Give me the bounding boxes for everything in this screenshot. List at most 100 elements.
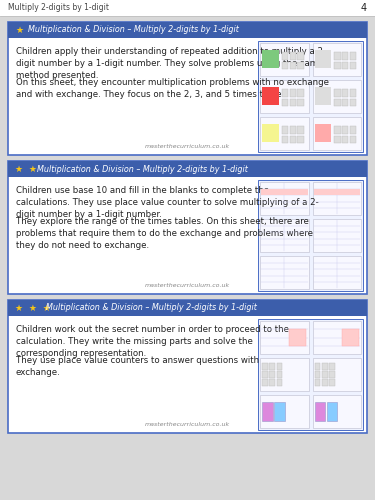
Bar <box>0 0 375 16</box>
Bar <box>262 50 279 68</box>
Bar <box>342 89 348 96</box>
Bar <box>262 371 268 378</box>
Text: Multiply 2-digits by 1-digit: Multiply 2-digits by 1-digit <box>8 4 109 13</box>
Bar <box>297 99 304 106</box>
Bar <box>322 363 328 370</box>
Bar <box>329 371 335 378</box>
Bar <box>334 136 340 143</box>
Bar <box>262 380 268 386</box>
Bar <box>258 41 363 152</box>
Bar <box>262 124 279 142</box>
Bar <box>276 371 282 378</box>
Text: ★  ★  ★: ★ ★ ★ <box>15 304 51 312</box>
Bar <box>342 126 348 134</box>
Bar <box>290 126 296 134</box>
Bar <box>258 319 363 430</box>
Bar <box>8 161 367 294</box>
Bar <box>282 99 288 106</box>
Bar <box>297 89 304 96</box>
Bar <box>269 371 275 378</box>
Bar <box>8 22 367 38</box>
Bar <box>312 256 361 289</box>
Text: On this sheet, they encounter multiplication problems with no exchange
and with : On this sheet, they encounter multiplica… <box>16 78 329 99</box>
Bar <box>315 124 332 142</box>
Text: Multiplication & Division – Multiply 2-digits by 1-digit: Multiplication & Division – Multiply 2-d… <box>28 26 239 35</box>
Bar <box>350 62 356 70</box>
Bar <box>342 329 358 346</box>
Bar <box>276 363 282 370</box>
Text: They explore the range of the times tables. On this sheet, there are
problems th: They explore the range of the times tabl… <box>16 218 313 250</box>
Bar <box>350 126 356 134</box>
Bar <box>260 256 309 289</box>
Text: Children use base 10 and fill in the blanks to complete the
calculations. They u: Children use base 10 and fill in the bla… <box>16 186 319 218</box>
Bar <box>290 89 296 96</box>
Text: ★  ★: ★ ★ <box>15 164 37 173</box>
Bar <box>327 402 337 421</box>
Bar <box>350 99 356 106</box>
Bar <box>297 126 304 134</box>
Bar <box>282 136 288 143</box>
Bar <box>315 380 320 386</box>
Bar <box>262 363 268 370</box>
Text: masterthecurriculum.co.uk: masterthecurriculum.co.uk <box>145 422 230 427</box>
Bar <box>334 89 340 96</box>
Text: They use place value counters to answer questions with
exchange.: They use place value counters to answer … <box>16 356 259 377</box>
Bar <box>315 371 320 378</box>
Bar <box>290 52 296 60</box>
Bar <box>334 126 340 134</box>
Bar <box>260 43 309 76</box>
Text: Multiplication & Division – Multiply 2-digits by 1-digit: Multiplication & Division – Multiply 2-d… <box>37 164 248 173</box>
Bar <box>260 117 309 150</box>
Bar <box>282 62 288 70</box>
Bar <box>342 99 348 106</box>
Bar <box>260 80 309 113</box>
Bar <box>315 86 332 105</box>
Bar <box>297 136 304 143</box>
Bar <box>350 52 356 60</box>
Bar <box>350 136 356 143</box>
Bar <box>342 52 348 60</box>
Bar <box>8 300 367 433</box>
Bar <box>269 380 275 386</box>
Bar <box>262 402 273 421</box>
Text: masterthecurriculum.co.uk: masterthecurriculum.co.uk <box>145 144 230 149</box>
Bar <box>260 395 309 428</box>
Bar <box>312 117 361 150</box>
Bar <box>315 50 332 68</box>
Text: Children work out the secret number in order to proceed to the
calculation. They: Children work out the secret number in o… <box>16 325 289 358</box>
Bar <box>8 161 367 177</box>
Bar <box>262 86 279 105</box>
Bar <box>282 126 288 134</box>
Text: ★: ★ <box>15 26 23 35</box>
Bar <box>312 80 361 113</box>
Bar <box>342 136 348 143</box>
Bar <box>282 89 288 96</box>
Bar <box>297 52 304 60</box>
Bar <box>322 371 328 378</box>
Bar <box>334 52 340 60</box>
Bar <box>290 62 296 70</box>
Bar <box>334 99 340 106</box>
Text: masterthecurriculum.co.uk: masterthecurriculum.co.uk <box>145 283 230 288</box>
Bar <box>312 182 361 215</box>
Bar <box>282 52 288 60</box>
Bar <box>269 363 275 370</box>
Text: Children apply their understanding of repeated addition to multiply a 2-
digit n: Children apply their understanding of re… <box>16 47 326 80</box>
Bar <box>8 22 367 155</box>
Text: 4: 4 <box>361 3 367 13</box>
Bar <box>312 395 361 428</box>
Bar <box>260 219 309 252</box>
Bar <box>289 329 306 346</box>
Bar <box>329 380 335 386</box>
Bar <box>276 380 282 386</box>
Bar <box>312 358 361 391</box>
Bar <box>322 380 328 386</box>
Bar <box>350 89 356 96</box>
Bar <box>290 136 296 143</box>
Bar <box>315 363 320 370</box>
Bar <box>8 300 367 316</box>
Bar <box>334 62 340 70</box>
Bar <box>274 402 285 421</box>
Bar <box>258 180 363 291</box>
Bar <box>312 321 361 354</box>
